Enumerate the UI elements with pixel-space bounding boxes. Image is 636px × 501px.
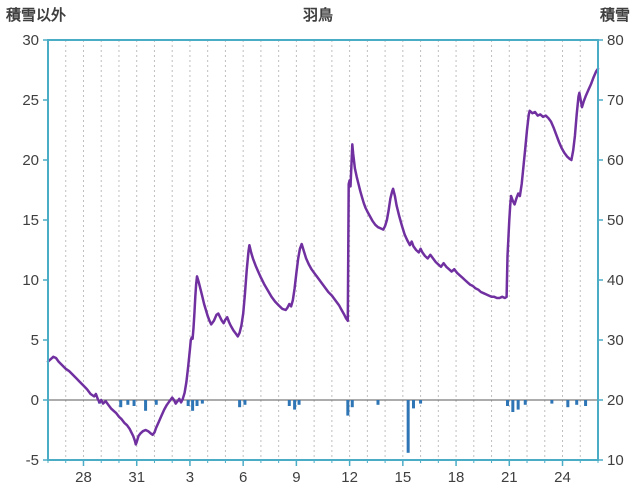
svg-text:25: 25 (22, 92, 39, 109)
svg-text:80: 80 (607, 32, 624, 49)
chart-title: 羽鳥 (302, 7, 333, 24)
svg-text:-5: -5 (26, 452, 39, 469)
svg-text:3: 3 (186, 469, 194, 486)
svg-text:20: 20 (607, 392, 624, 409)
svg-text:40: 40 (607, 272, 624, 289)
svg-text:24: 24 (554, 469, 571, 486)
svg-text:18: 18 (448, 469, 465, 486)
svg-text:30: 30 (22, 32, 39, 49)
right-axis-title: 積雪 (599, 7, 630, 24)
svg-text:9: 9 (292, 469, 300, 486)
svg-text:5: 5 (31, 332, 39, 349)
svg-text:70: 70 (607, 92, 624, 109)
svg-text:31: 31 (128, 469, 145, 486)
svg-text:28: 28 (75, 469, 92, 486)
svg-text:10: 10 (607, 452, 624, 469)
svg-text:21: 21 (501, 469, 518, 486)
svg-text:15: 15 (22, 212, 39, 229)
svg-text:30: 30 (607, 332, 624, 349)
svg-text:15: 15 (394, 469, 411, 486)
svg-text:60: 60 (607, 152, 624, 169)
svg-text:6: 6 (239, 469, 247, 486)
svg-text:10: 10 (22, 272, 39, 289)
left-axis-title: 積雪以外 (6, 7, 67, 24)
svg-text:20: 20 (22, 152, 39, 169)
svg-text:12: 12 (341, 469, 358, 486)
svg-text:0: 0 (31, 392, 39, 409)
svg-text:50: 50 (607, 212, 624, 229)
